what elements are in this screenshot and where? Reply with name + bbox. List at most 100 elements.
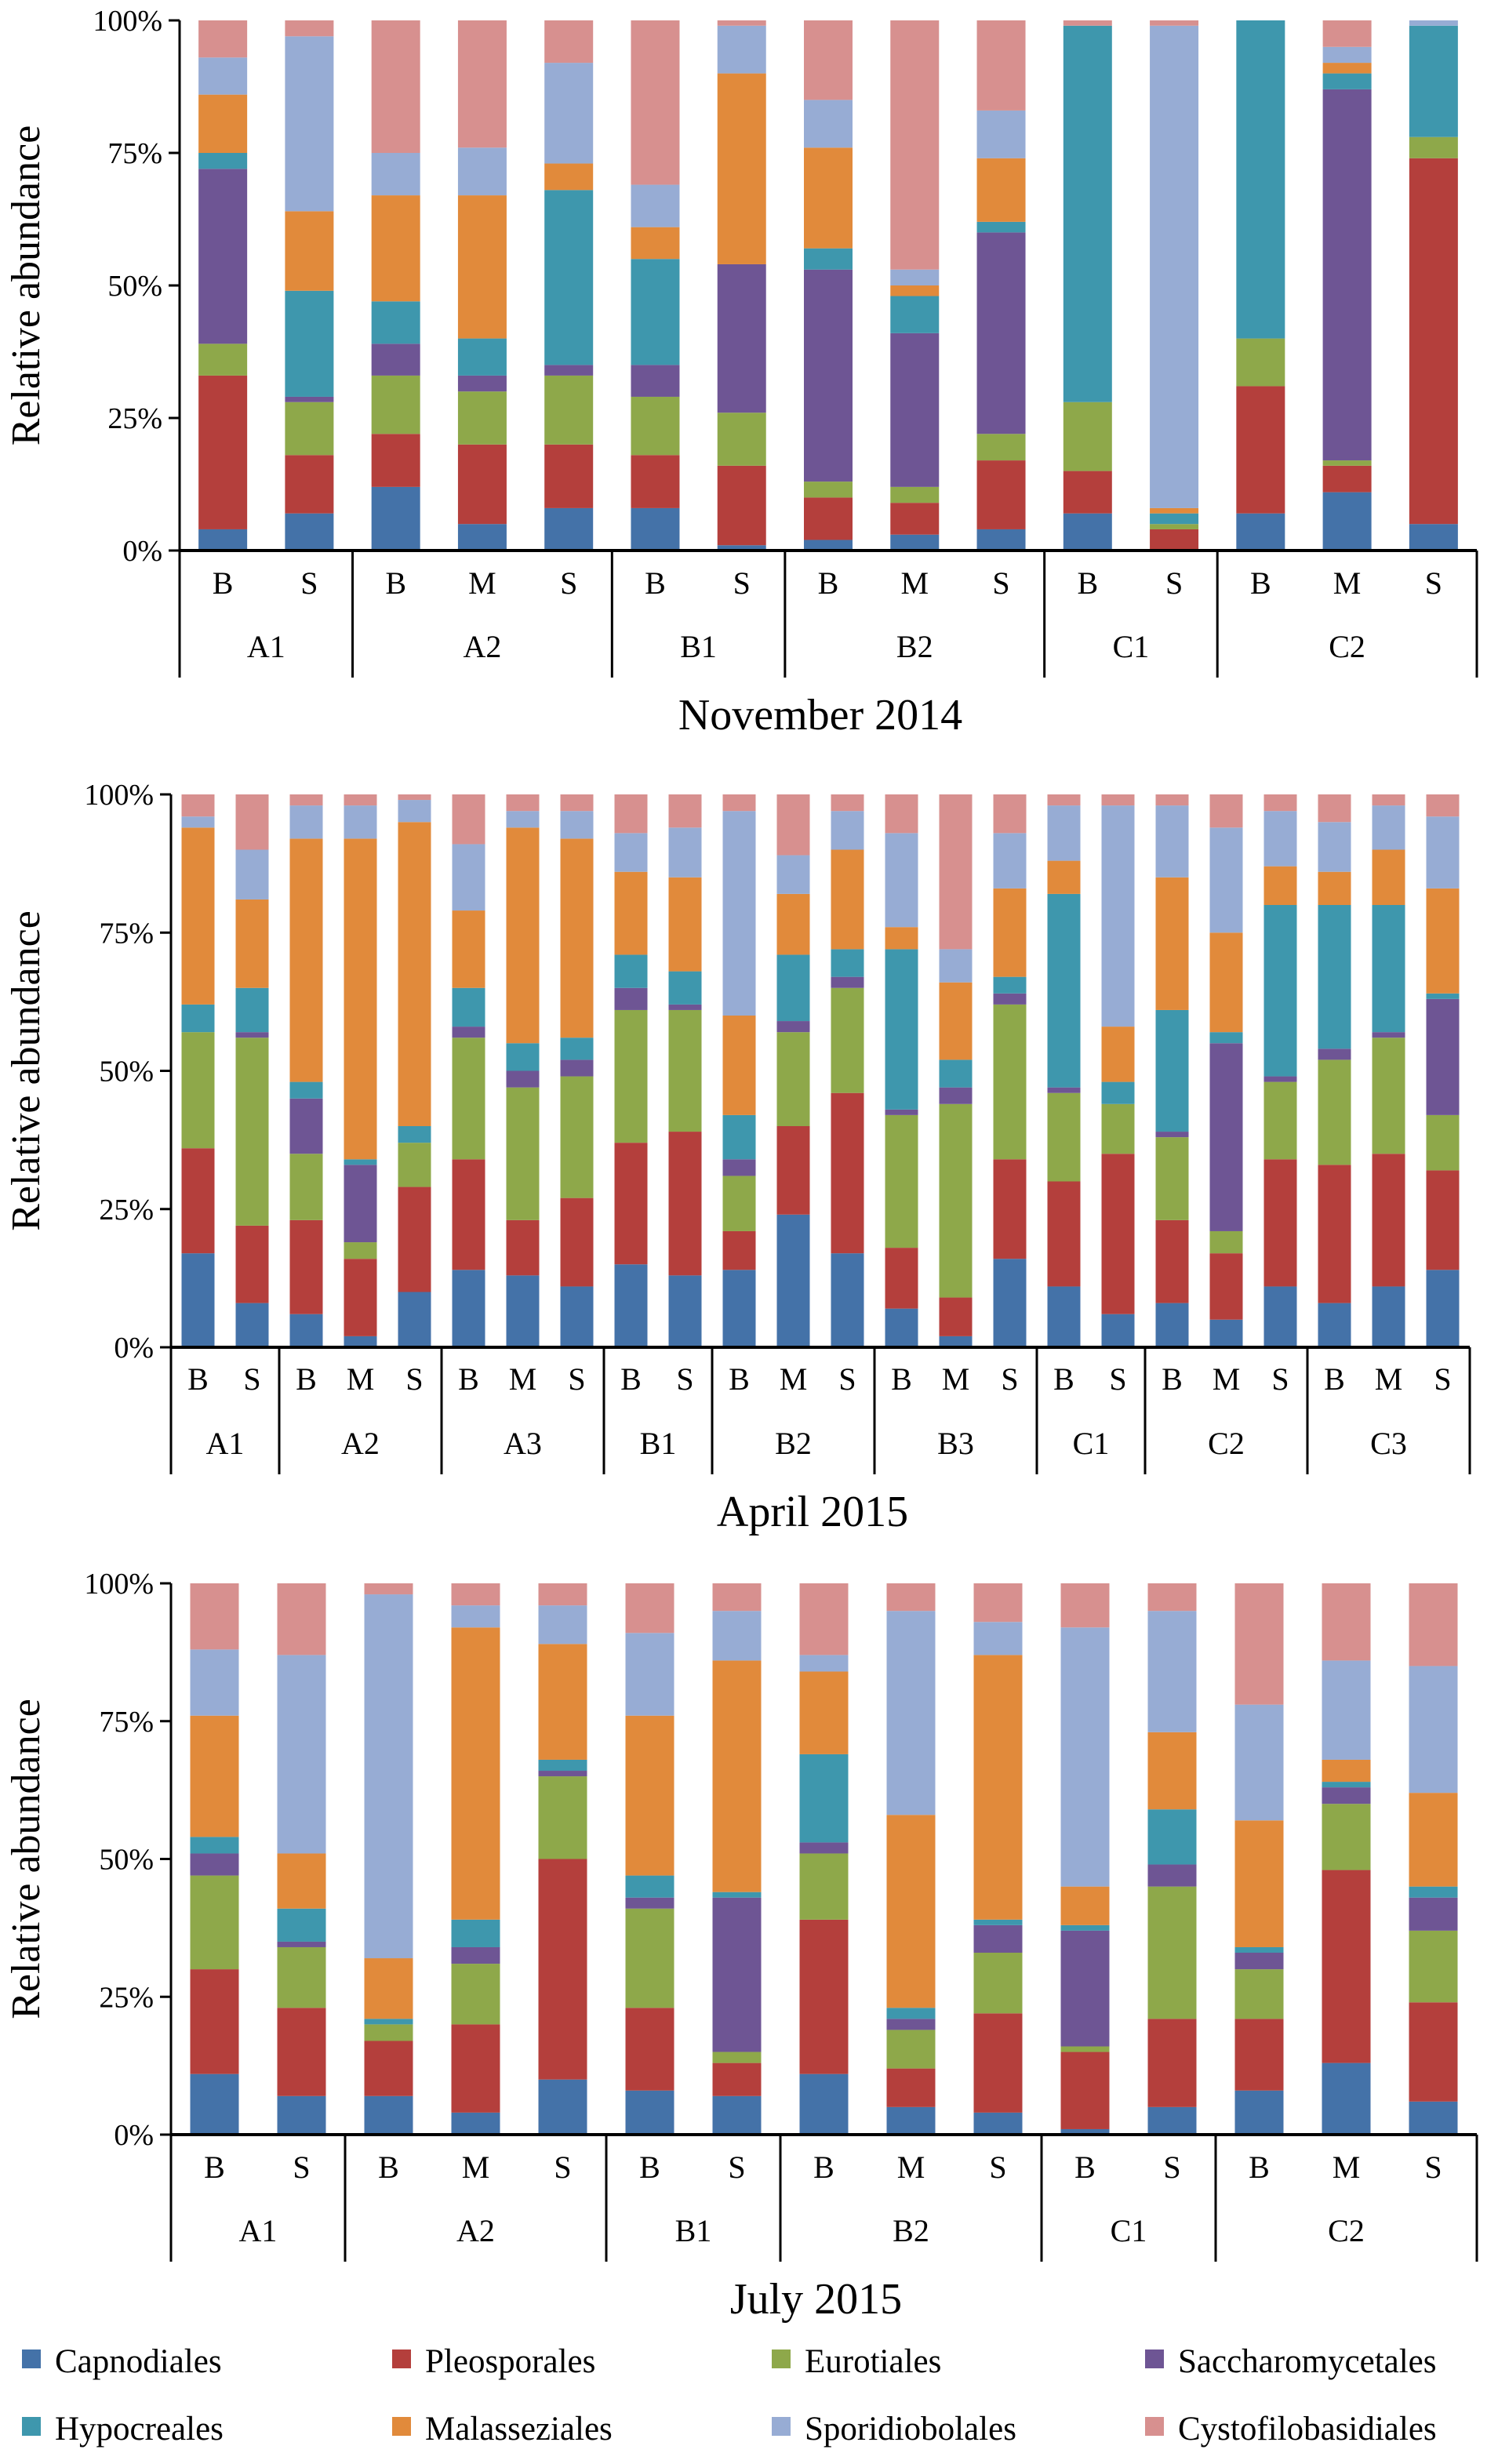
bar-a2-m bbox=[344, 794, 377, 1347]
x-tick-label: S bbox=[243, 1361, 260, 1397]
bar-segment-saccharomycetales bbox=[1318, 1048, 1351, 1060]
bar-b2-s bbox=[973, 1583, 1023, 2135]
bar-segment-malasseziales bbox=[198, 94, 248, 153]
bar-segment-hypocreales bbox=[457, 338, 507, 376]
bar-segment-hypocreales bbox=[1322, 1782, 1371, 1788]
group-label-c3: C3 bbox=[1370, 1426, 1407, 1461]
bar-segment-malasseziales bbox=[1263, 866, 1297, 905]
bar-segment-sporidiobolales bbox=[344, 805, 377, 839]
bar-segment-saccharomycetales bbox=[1426, 998, 1460, 1115]
bar-segment-cystofilobasidiales bbox=[1322, 20, 1372, 47]
bar-segment-malasseziales bbox=[344, 838, 377, 1160]
bar-segment-sporidiobolales bbox=[1209, 827, 1243, 933]
bar-segment-capnodiales bbox=[560, 1286, 594, 1347]
x-tick-label: B bbox=[1250, 565, 1271, 601]
bar-segment-cystofilobasidiales bbox=[722, 794, 756, 812]
bar-segment-malasseziales bbox=[799, 1671, 849, 1754]
bar-segment-pleosporales bbox=[277, 2008, 326, 2096]
x-tick-label: B bbox=[1324, 1361, 1345, 1397]
bar-segment-saccharomycetales bbox=[614, 987, 648, 1010]
y-tick-label: 75% bbox=[99, 917, 154, 950]
y-tick-label: 100% bbox=[84, 1568, 154, 1601]
bar-segment-pleosporales bbox=[1409, 2002, 1458, 2102]
bar-segment-hypocreales bbox=[1409, 25, 1458, 137]
y-axis-title: Relative abundance bbox=[4, 125, 49, 446]
bar-segment-eurotiales bbox=[452, 1038, 485, 1160]
bar-a2-s bbox=[398, 794, 431, 1347]
bar-segment-saccharomycetales bbox=[344, 1165, 377, 1243]
group-label-a2: A2 bbox=[463, 629, 501, 664]
bar-segment-eurotiales bbox=[1060, 2046, 1110, 2052]
legend-item-sporidiobolales: Sporidiobolales bbox=[772, 2411, 1016, 2448]
bar-segment-pleosporales bbox=[668, 1132, 702, 1276]
bar-segment-hypocreales bbox=[190, 1837, 239, 1854]
bar-segment-eurotiales bbox=[398, 1143, 431, 1187]
bar-segment-sporidiobolales bbox=[181, 816, 215, 828]
bar-segment-sporidiobolales bbox=[285, 36, 334, 212]
y-tick-label: 25% bbox=[99, 1981, 154, 2014]
bar-segment-cystofilobasidiales bbox=[804, 20, 853, 100]
bar-segment-malasseziales bbox=[631, 227, 680, 260]
bar-segment-pleosporales bbox=[1322, 465, 1372, 492]
bar-segment-sporidiobolales bbox=[712, 1611, 762, 1661]
bar-segment-capnodiales bbox=[181, 1253, 215, 1347]
bar-segment-pleosporales bbox=[776, 1126, 810, 1215]
bar-segment-malasseziales bbox=[973, 1655, 1023, 1920]
bar-segment-eurotiales bbox=[1150, 524, 1199, 529]
bar-segment-cystofilobasidiales bbox=[886, 1583, 936, 1612]
bar-segment-sporidiobolales bbox=[804, 100, 853, 148]
group-label-a1: A1 bbox=[247, 629, 285, 664]
bar-segment-cystofilobasidiales bbox=[506, 794, 540, 812]
bar-segment-eurotiales bbox=[776, 1032, 810, 1126]
bar-segment-sporidiobolales bbox=[1409, 1666, 1458, 1793]
bar-segment-saccharomycetales bbox=[722, 1159, 756, 1176]
bar-segment-malasseziales bbox=[886, 1815, 936, 2008]
bar-b2-b bbox=[722, 794, 756, 1347]
legend-label-capnodiales: Capnodiales bbox=[55, 2343, 222, 2380]
bar-segment-saccharomycetales bbox=[1409, 1897, 1458, 1931]
bar-segment-cystofilobasidiales bbox=[190, 1583, 239, 1650]
bar-segment-saccharomycetales bbox=[538, 1771, 587, 1777]
bar-segment-malasseziales bbox=[1147, 1732, 1197, 1810]
bar-segment-capnodiales bbox=[717, 545, 766, 551]
chart-title: July 2015 bbox=[730, 2275, 902, 2324]
bar-segment-hypocreales bbox=[804, 248, 853, 270]
bar-segment-pleosporales bbox=[625, 2008, 674, 2091]
bar-segment-hypocreales bbox=[277, 1908, 326, 1942]
bar-segment-sporidiobolales bbox=[190, 1649, 239, 1716]
bar-segment-cystofilobasidiales bbox=[560, 794, 594, 812]
bar-segment-pleosporales bbox=[804, 497, 853, 540]
bar-segment-malasseziales bbox=[181, 827, 215, 1005]
bar-segment-malasseziales bbox=[1060, 1886, 1110, 1925]
bar-segment-hypocreales bbox=[1263, 905, 1297, 1077]
bar-segment-eurotiales bbox=[939, 1103, 973, 1298]
bar-segment-hypocreales bbox=[506, 1043, 540, 1071]
bar-segment-malasseziales bbox=[939, 982, 973, 1060]
bar-segment-sporidiobolales bbox=[776, 855, 810, 894]
bar-segment-capnodiales bbox=[885, 1308, 918, 1347]
bar-c2-m bbox=[1322, 20, 1372, 551]
bar-segment-pleosporales bbox=[198, 375, 248, 529]
bar-segment-saccharomycetales bbox=[560, 1059, 594, 1077]
bar-segment-capnodiales bbox=[538, 2079, 587, 2135]
bar-a1-s bbox=[277, 1583, 326, 2135]
bar-segment-saccharomycetales bbox=[1322, 89, 1372, 461]
bar-segment-capnodiales bbox=[371, 486, 420, 551]
bar-segment-hypocreales bbox=[1060, 1924, 1110, 1931]
bar-segment-eurotiales bbox=[538, 1776, 587, 1859]
bar-segment-malasseziales bbox=[804, 147, 853, 249]
bar-segment-hypocreales bbox=[1047, 893, 1081, 1088]
bar-segment-pleosporales bbox=[799, 1919, 849, 2074]
bar-segment-malasseziales bbox=[625, 1715, 674, 1876]
bar-a3-s bbox=[560, 794, 594, 1347]
legend-item-pleosporales: Pleosporales bbox=[392, 2343, 595, 2380]
y-tick-label: 25% bbox=[99, 1194, 154, 1227]
x-tick-label: S bbox=[1434, 1361, 1451, 1397]
legend-swatch-saccharomycetales bbox=[1145, 2350, 1164, 2368]
bar-b2-s bbox=[976, 20, 1026, 551]
x-tick-label: M bbox=[1375, 1361, 1403, 1397]
bar-segment-saccharomycetales bbox=[885, 1109, 918, 1115]
bar-segment-pleosporales bbox=[939, 1297, 973, 1336]
bar-segment-cystofilobasidiales bbox=[1409, 1583, 1458, 1666]
bar-segment-pleosporales bbox=[289, 1219, 323, 1314]
